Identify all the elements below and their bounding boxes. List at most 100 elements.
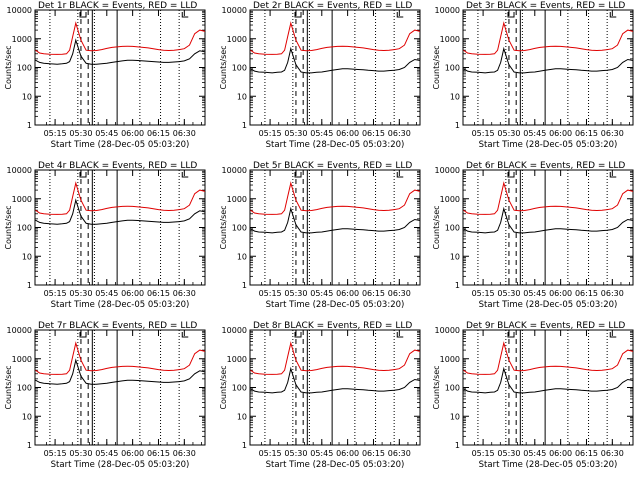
- panel-title: Det 8r BLACK = Events, RED = LLD: [253, 321, 412, 331]
- x-tick-label: 06:30: [173, 449, 196, 458]
- x-tick-label: 05:15: [472, 289, 495, 298]
- y-tick-label: 100: [445, 224, 460, 233]
- interval-bracket: [79, 172, 87, 178]
- x-tick-label: 06:15: [362, 449, 385, 458]
- x-axis-label: Start Time (28-Dec-05 05:03:20): [479, 140, 618, 150]
- x-tick-label: 05:15: [259, 449, 282, 458]
- x-tick-label: 06:15: [147, 289, 170, 298]
- y-tick-label: 100: [17, 224, 32, 233]
- x-tick-label: 06:15: [575, 449, 598, 458]
- y-tick-label: 100: [445, 64, 460, 73]
- lld-series-line: [463, 21, 634, 55]
- interval-bracket: [396, 332, 404, 338]
- x-tick-label: 06:15: [575, 129, 598, 138]
- y-tick-label: 10000: [7, 6, 32, 15]
- interval-bracket: [507, 172, 515, 178]
- y-tick-label: 10000: [222, 166, 247, 175]
- y-tick-label: 1: [27, 281, 32, 290]
- x-tick-label: 05:15: [44, 129, 67, 138]
- panel-title: Det 7r BLACK = Events, RED = LLD: [38, 321, 197, 331]
- detector-panel: Det 6r BLACK = Events, RED = LLD 1 10 100 10…: [432, 161, 634, 310]
- panel-title: Det 9r BLACK = Events, RED = LLD: [466, 321, 625, 331]
- lld-series-line: [250, 21, 421, 55]
- x-tick-label: 05:15: [259, 129, 282, 138]
- panel-title: Det 4r BLACK = Events, RED = LLD: [38, 161, 197, 171]
- y-axis-label: Counts/sec: [432, 45, 441, 89]
- x-axis-label: Start Time (28-Dec-05 05:03:20): [51, 140, 190, 150]
- y-tick-label: 1000: [227, 35, 247, 44]
- y-tick-label: 100: [445, 384, 460, 393]
- y-tick-label: 10: [22, 252, 32, 261]
- x-tick-label: 05:45: [523, 289, 546, 298]
- y-tick-label: 10000: [7, 326, 32, 335]
- x-tick-label: 06:15: [147, 129, 170, 138]
- y-tick-label: 1: [242, 441, 247, 450]
- interval-bracket: [181, 332, 189, 338]
- y-tick-label: 1000: [12, 195, 32, 204]
- x-tick-label: 05:15: [472, 129, 495, 138]
- detector-panel: Det 2r BLACK = Events, RED = LLD 1 10 100 10…: [219, 1, 421, 150]
- interval-bracket: [294, 12, 302, 18]
- events-series-line: [463, 206, 634, 234]
- x-tick-label: 05:15: [259, 289, 282, 298]
- x-tick-label: 05:45: [95, 449, 118, 458]
- x-tick-label: 06:00: [121, 129, 144, 138]
- events-series-line: [463, 46, 634, 74]
- x-tick-label: 05:45: [310, 129, 333, 138]
- interval-bracket: [79, 332, 87, 338]
- x-tick-label: 06:30: [601, 129, 624, 138]
- detector-panel: Det 7r BLACK = Events, RED = LLD 1 10 100 10…: [4, 321, 206, 470]
- y-tick-label: 10000: [435, 326, 460, 335]
- y-tick-label: 1: [27, 121, 32, 130]
- detector-panel: Det 5r BLACK = Events, RED = LLD 1 10 100 10…: [219, 161, 421, 310]
- y-tick-label: 1000: [440, 355, 460, 364]
- x-tick-label: 06:15: [362, 129, 385, 138]
- lld-series-line: [463, 341, 634, 375]
- y-tick-label: 1: [455, 441, 460, 450]
- y-tick-label: 1000: [12, 355, 32, 364]
- x-tick-label: 06:00: [121, 449, 144, 458]
- y-tick-label: 1: [27, 441, 32, 450]
- events-series-line: [250, 206, 421, 234]
- x-tick-label: 06:30: [388, 129, 411, 138]
- x-tick-label: 06:00: [336, 449, 359, 458]
- panel-title: Det 5r BLACK = Events, RED = LLD: [253, 161, 412, 171]
- events-series-line: [250, 46, 421, 74]
- y-tick-label: 10000: [435, 166, 460, 175]
- x-tick-label: 06:30: [173, 289, 196, 298]
- x-tick-label: 05:30: [284, 129, 307, 138]
- y-axis-label: Counts/sec: [4, 365, 13, 409]
- y-tick-label: 1000: [227, 355, 247, 364]
- x-axis-label: Start Time (28-Dec-05 05:03:20): [479, 300, 618, 310]
- x-axis-label: Start Time (28-Dec-05 05:03:20): [266, 460, 405, 470]
- interval-bracket: [294, 332, 302, 338]
- y-tick-label: 1: [242, 281, 247, 290]
- x-tick-label: 05:45: [95, 289, 118, 298]
- x-tick-label: 05:30: [284, 289, 307, 298]
- lld-series-line: [250, 341, 421, 375]
- x-tick-label: 06:00: [336, 129, 359, 138]
- x-tick-label: 06:00: [549, 289, 572, 298]
- interval-bracket: [181, 12, 189, 18]
- y-tick-label: 10: [450, 252, 460, 261]
- x-tick-label: 06:15: [147, 449, 170, 458]
- events-series-line: [35, 198, 206, 225]
- x-tick-label: 05:30: [69, 129, 92, 138]
- x-tick-label: 06:00: [549, 129, 572, 138]
- y-tick-label: 10000: [435, 6, 460, 15]
- interval-bracket: [609, 332, 617, 338]
- x-tick-label: 05:30: [69, 289, 92, 298]
- events-series-line: [250, 366, 421, 394]
- panel-title: Det 6r BLACK = Events, RED = LLD: [466, 161, 625, 171]
- lld-series-line: [35, 341, 206, 375]
- events-series-line: [35, 38, 206, 65]
- lld-series-line: [35, 21, 206, 55]
- x-tick-label: 05:30: [69, 449, 92, 458]
- x-tick-label: 05:45: [310, 449, 333, 458]
- lld-series-line: [463, 181, 634, 215]
- x-axis-label: Start Time (28-Dec-05 05:03:20): [51, 460, 190, 470]
- lld-series-line: [250, 181, 421, 215]
- panel-title: Det 3r BLACK = Events, RED = LLD: [466, 1, 625, 11]
- y-tick-label: 1000: [227, 195, 247, 204]
- interval-bracket: [79, 12, 87, 18]
